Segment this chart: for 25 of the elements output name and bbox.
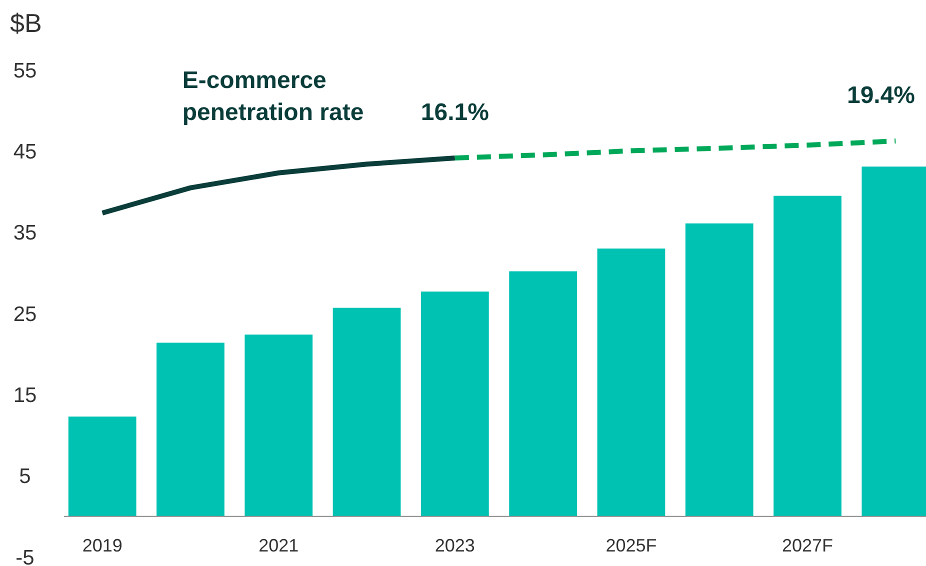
x-tick-label: 2019 [82, 535, 122, 556]
bar [244, 334, 313, 516]
series-label: E-commerce penetration rate [182, 67, 364, 126]
data-label: 19.4% [846, 82, 916, 109]
bar [68, 416, 136, 516]
y-tick-label: -5 [16, 546, 34, 566]
y-tick-label: 55 [13, 59, 37, 82]
bar [156, 342, 224, 516]
y-tick-label: 25 [13, 302, 37, 326]
y-tick-label: 5 [19, 465, 31, 488]
data-label: 16.1% [420, 98, 489, 126]
bar [420, 292, 489, 516]
y-tick-label: 45 [13, 140, 37, 164]
bar [597, 248, 666, 516]
y-tick-label: 35 [13, 222, 37, 245]
bar [685, 223, 754, 516]
x-tick-label: 2027F [782, 535, 834, 556]
x-tick-label: 2021 [258, 535, 299, 556]
bar [509, 271, 578, 516]
bar [332, 308, 401, 516]
y-tick-label: 15 [13, 384, 37, 408]
x-tick-label: 2025F [606, 535, 657, 556]
bar [774, 196, 842, 516]
x-tick-label: 2023 [434, 535, 475, 556]
y-axis-title: $B [10, 8, 42, 38]
